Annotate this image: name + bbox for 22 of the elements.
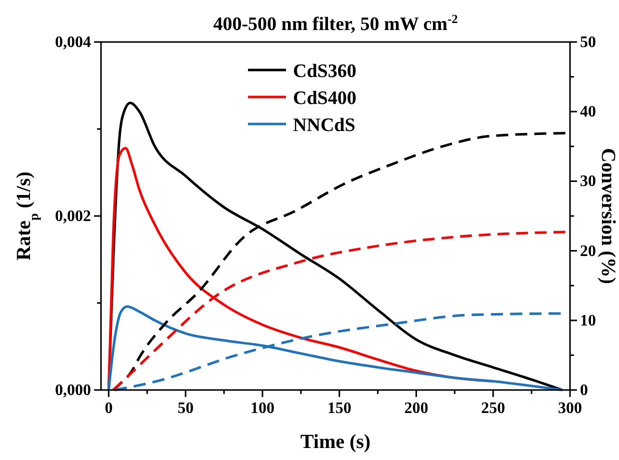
y2-tick-label: 30 xyxy=(580,173,596,190)
x-tick-label: 50 xyxy=(178,400,194,417)
y2-tick-label: 10 xyxy=(580,312,596,330)
x-axis-title: Time (s) xyxy=(300,431,371,453)
x-tick-label: 100 xyxy=(250,400,274,417)
x-tick-label: 300 xyxy=(558,400,582,417)
y-tick-label: 0,002 xyxy=(55,208,91,225)
y-tick-label: 0,000 xyxy=(55,382,91,399)
x-tick-label: 150 xyxy=(327,400,352,417)
chart-title: 400-500 nm filter, 50 mW cm$^{-2}$ xyxy=(213,12,458,35)
y2-tick-label: 20 xyxy=(580,242,596,260)
x-tick-label: 250 xyxy=(481,400,506,417)
legend-label: NNCdS xyxy=(293,115,356,136)
x-tick-label: 0 xyxy=(104,400,113,417)
legend-label: CdS400 xyxy=(293,88,356,109)
y2-tick-label: 40 xyxy=(580,104,596,121)
x-tick-label: 200 xyxy=(404,400,428,417)
legend-label: CdS360 xyxy=(293,61,356,82)
y2-tick-label: 0 xyxy=(580,382,588,399)
y2-tick-label: 50 xyxy=(580,34,596,51)
y2-axis-title: Conversion (%) xyxy=(597,148,619,284)
y-tick-label: 0,004 xyxy=(55,34,91,51)
